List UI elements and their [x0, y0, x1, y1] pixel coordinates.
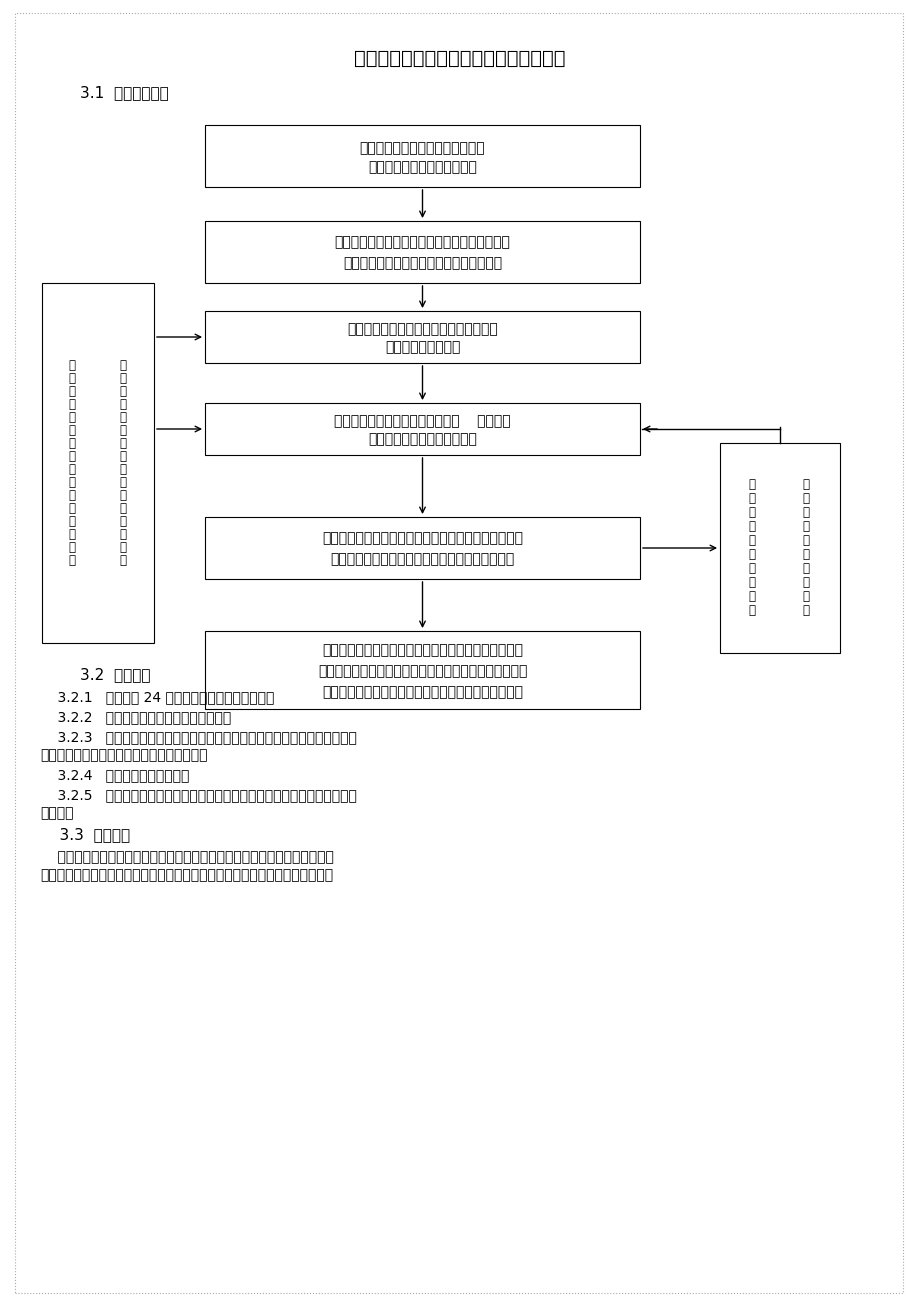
Text: 施: 施 — [802, 507, 809, 520]
Bar — [205, 222, 640, 283]
Text: 原: 原 — [119, 489, 126, 502]
Text: 超前地质预报若与设计不符应及时通知有关单位变更处: 超前地质预报若与设计不符应及时通知有关单位变更处 — [322, 644, 522, 658]
Text: 及: 及 — [119, 384, 126, 397]
Text: 站: 站 — [69, 502, 75, 515]
Text: 促: 促 — [802, 493, 809, 506]
Bar — [205, 403, 640, 455]
Text: 重: 重 — [802, 563, 809, 576]
Text: 3.2.3   人员进洞前严禁饮酒，进洞时严禁穿化纤衣服，必须带好安全帽，携: 3.2.3 人员进洞前严禁饮酒，进洞时严禁穿化纤衣服，必须带好安全帽，携 — [40, 730, 357, 744]
Text: 见: 见 — [69, 463, 75, 476]
Text: 进: 进 — [69, 437, 75, 450]
Text: 证: 证 — [69, 476, 75, 489]
Text: 旁: 旁 — [69, 489, 75, 502]
Text: 位: 位 — [802, 549, 809, 562]
Text: 3.2.5   洞口值班室存放瓦斯浓度检测记录表，及时反映洞内各部位的瓦斯浓: 3.2.5 洞口值班室存放瓦斯浓度检测记录表，及时反映洞内各部位的瓦斯浓 — [40, 788, 357, 803]
Text: 质: 质 — [69, 554, 75, 567]
Text: 督促施工单位在隧道洞内按规范规定的平: 督促施工单位在隧道洞内按规范规定的平 — [346, 322, 497, 336]
Text: 3.2.4   建立进出洞登记制度。: 3.2.4 建立进出洞登记制度。 — [40, 767, 189, 782]
Bar — [205, 125, 640, 188]
Text: 及时记录并掌握第一手原始资料，    编制超前: 及时记录并掌握第一手原始资料， 编制超前 — [334, 414, 510, 429]
Text: 率定期进行地质探测: 率定期进行地质探测 — [384, 340, 460, 354]
Text: 超: 超 — [69, 515, 75, 528]
Text: 实: 实 — [802, 590, 809, 603]
Text: 收: 收 — [119, 410, 126, 423]
Text: 质预报的实施方案，提出可行性建议与方案: 质预报的实施方案，提出可行性建议与方案 — [343, 257, 502, 270]
Text: 施: 施 — [748, 549, 755, 562]
Text: 录: 录 — [119, 528, 126, 541]
Text: 现: 现 — [119, 463, 126, 476]
Text: 的超前地质预报的措施于方案: 的超前地质预报的措施于方案 — [368, 160, 476, 175]
Text: ，: ， — [748, 605, 755, 618]
Text: 施: 施 — [802, 605, 809, 618]
Text: 资: 资 — [119, 541, 126, 554]
Text: 理: 理 — [69, 371, 75, 384]
Text: 位: 位 — [69, 397, 75, 410]
Text: 单: 单 — [802, 534, 809, 547]
Text: 报: 报 — [119, 371, 126, 384]
Text: 理: 理 — [119, 450, 126, 463]
Text: 场: 场 — [119, 476, 126, 489]
Text: 工: 工 — [802, 520, 809, 533]
Text: 新: 新 — [802, 576, 809, 589]
Text: 监理单位审批施工单位上报含瓦斯探测的超前地: 监理单位审批施工单位上报含瓦斯探测的超前地 — [335, 236, 510, 250]
Text: 地质预报，分析地质预报结果: 地质预报，分析地质预报结果 — [368, 433, 476, 447]
Text: 3.2  洞口管理: 3.2 洞口管理 — [80, 667, 151, 683]
Text: 3.2.1   洞口必须 24 小时设置专职安全值班人员。: 3.2.1 洞口必须 24 小时设置专职安全值班人员。 — [40, 691, 274, 704]
Text: 督促施工单位做好应急预案，确保隧道施工与运营安全: 督促施工单位做好应急预案，确保隧道施工与运营安全 — [322, 685, 522, 698]
Text: 第三章瓦斯防治监理工作控制要点、目标: 第三章瓦斯防治监理工作控制要点、目标 — [354, 48, 565, 68]
Text: 前: 前 — [69, 528, 75, 541]
Text: 监理单位认真审核施工单位上报的超前地质预报结果，: 监理单位认真审核施工单位上报的超前地质预报结果， — [322, 532, 522, 546]
Text: 场: 场 — [69, 423, 75, 437]
Text: 时: 时 — [119, 397, 126, 410]
Text: 理，若地质预报存在瓦斯、溶洞、突水、突泥等风险时应: 理，若地质预报存在瓦斯、溶洞、突水、突泥等风险时应 — [317, 665, 527, 679]
Text: 3.1  超前地质手段: 3.1 超前地质手段 — [80, 86, 168, 100]
Text: 督促施工单位编制隧道含瓦斯探测: 督促施工单位编制隧道含瓦斯探测 — [359, 142, 485, 155]
Text: 记: 记 — [119, 515, 126, 528]
Text: 督: 督 — [802, 478, 809, 491]
Text: 始: 始 — [119, 502, 126, 515]
Bar — [205, 311, 640, 364]
Bar — [205, 631, 640, 709]
Text: 所有与本瓦斯隧道施工有关人员，必须经专项安全培训，经培训考试合格后: 所有与本瓦斯隧道施工有关人员，必须经专项安全培训，经培训考试合格后 — [40, 850, 334, 864]
Text: 度情况。: 度情况。 — [40, 807, 74, 820]
Text: 3.3  施工人员: 3.3 施工人员 — [40, 827, 130, 843]
Text: 料: 料 — [119, 554, 126, 567]
Text: 发: 发 — [748, 478, 755, 491]
Bar — [720, 443, 839, 653]
Text: 预: 预 — [748, 507, 755, 520]
Text: 预: 预 — [119, 360, 126, 371]
Text: 不: 不 — [748, 563, 755, 576]
Text: 整: 整 — [119, 437, 126, 450]
Text: 分析隧道围岩是否稳定及地质预报是否与设计相符: 分析隧道围岩是否稳定及地质预报是否与设计相符 — [330, 552, 514, 567]
Text: 单: 单 — [69, 384, 75, 397]
Text: 行: 行 — [69, 450, 75, 463]
Bar — [42, 283, 153, 642]
Text: 监: 监 — [69, 360, 75, 371]
Text: 报: 报 — [748, 520, 755, 533]
Text: 方可进行本隧道内各项施工作业，其中，特殊工种操作人员必须满足以下要求：: 方可进行本隧道内各项施工作业，其中，特殊工种操作人员必须满足以下要求： — [40, 868, 333, 882]
Bar — [205, 517, 640, 579]
Text: 范: 范 — [748, 590, 755, 603]
Text: 3.2.2   所有进出洞人员必须在洞口登记。: 3.2.2 所有进出洞人员必须在洞口登记。 — [40, 710, 231, 724]
Text: 实: 实 — [748, 534, 755, 547]
Text: 地: 地 — [69, 541, 75, 554]
Text: 规: 规 — [748, 576, 755, 589]
Text: 带自救器，禁止携带烟草、手机、点火物品。: 带自救器，禁止携带烟草、手机、点火物品。 — [40, 748, 208, 762]
Text: 集: 集 — [119, 423, 126, 437]
Text: 现: 现 — [69, 410, 75, 423]
Text: 现: 现 — [748, 493, 755, 506]
